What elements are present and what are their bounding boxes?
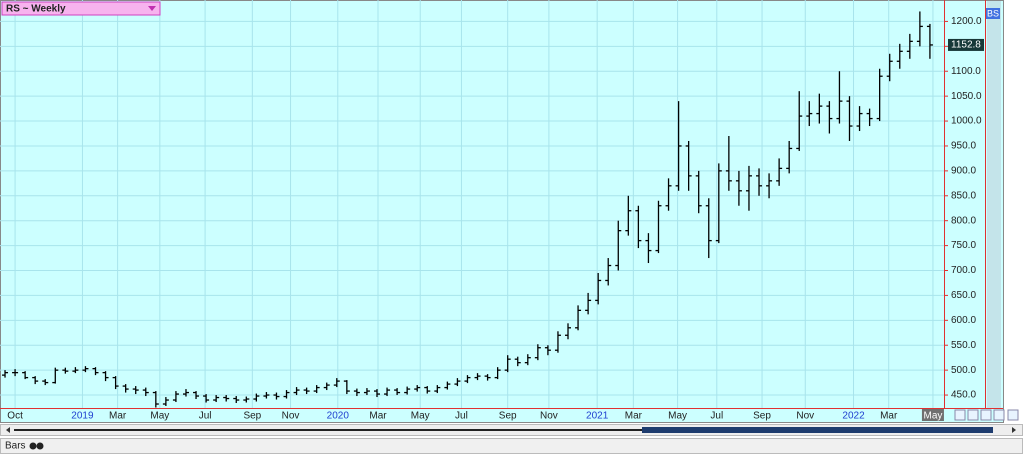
symbol-dropdown[interactable] bbox=[1, 1, 161, 16]
last-price-label: 1152.8 bbox=[951, 40, 981, 51]
tool-button[interactable] bbox=[980, 409, 992, 421]
x-tick-label: Jul bbox=[199, 411, 212, 422]
x-tick-label: Jul bbox=[710, 411, 723, 422]
x-tick-label: Nov bbox=[282, 411, 300, 422]
chart-title: RS ~ Weekly bbox=[6, 4, 66, 15]
x-tick-label: 2020 bbox=[327, 411, 350, 422]
y-tick-label: 1000.0 bbox=[951, 116, 982, 127]
side-strip bbox=[987, 1, 1001, 408]
y-tick-label: 950.0 bbox=[951, 141, 976, 152]
y-tick-label: 850.0 bbox=[951, 190, 976, 201]
mode-icon[interactable] bbox=[29, 442, 37, 450]
x-tick-label: 2022 bbox=[842, 411, 865, 422]
y-tick-label: 650.0 bbox=[951, 290, 976, 301]
y-tick-label: 1200.0 bbox=[951, 16, 982, 27]
status-bar bbox=[0, 438, 1023, 454]
scroll-right[interactable] bbox=[1012, 427, 1016, 433]
tool-button[interactable] bbox=[993, 409, 1005, 421]
x-tick-label: Nov bbox=[540, 411, 558, 422]
x-tick-label: Mar bbox=[880, 411, 898, 422]
x-tick-label: Mar bbox=[109, 411, 127, 422]
y-tick-label: 450.0 bbox=[951, 390, 976, 401]
x-tick-label: Sep bbox=[753, 411, 771, 422]
x-tick-label: Oct bbox=[7, 411, 23, 422]
y-tick-label: 900.0 bbox=[951, 166, 976, 177]
x-tick-label: Nov bbox=[796, 411, 814, 422]
plot bbox=[0, 0, 944, 408]
mode-label: Bars bbox=[5, 441, 26, 452]
badge[interactable] bbox=[986, 8, 1000, 19]
x-tick-label: May bbox=[150, 411, 169, 422]
x-tick-label: 2019 bbox=[71, 411, 94, 422]
y-tick-label: 800.0 bbox=[951, 215, 976, 226]
x-tick-label: May bbox=[411, 411, 430, 422]
x-tick-label: May bbox=[923, 411, 942, 422]
x-tick-label: Sep bbox=[243, 411, 261, 422]
y-tick-label: 600.0 bbox=[951, 315, 976, 326]
tool-button[interactable] bbox=[954, 409, 966, 421]
toolbar-buttons bbox=[954, 409, 1019, 421]
tool-button[interactable] bbox=[967, 409, 979, 421]
y-tick-label: 1050.0 bbox=[951, 91, 982, 102]
scroll-left[interactable] bbox=[6, 427, 10, 433]
tool-button[interactable] bbox=[1007, 409, 1019, 421]
current-period bbox=[921, 409, 944, 421]
y-tick-label: 500.0 bbox=[951, 365, 976, 376]
x-tick-label: Mar bbox=[625, 411, 643, 422]
scroll-thumb[interactable] bbox=[642, 427, 993, 433]
x-tick-label: Jul bbox=[455, 411, 468, 422]
badge-text: BS bbox=[987, 8, 999, 18]
mode-icon[interactable] bbox=[36, 442, 44, 450]
x-tick-label: May bbox=[668, 411, 687, 422]
y-tick-label: 700.0 bbox=[951, 265, 976, 276]
dropdown-arrow[interactable] bbox=[148, 6, 156, 11]
y-tick-label: 550.0 bbox=[951, 340, 976, 351]
x-tick-label: Mar bbox=[369, 411, 387, 422]
last-price-box bbox=[948, 38, 984, 51]
y-tick-label: 1100.0 bbox=[951, 66, 981, 77]
x-tick-label: Sep bbox=[499, 411, 517, 422]
y-tick-label: 750.0 bbox=[951, 240, 976, 251]
x-tick-label: 2021 bbox=[586, 411, 609, 422]
